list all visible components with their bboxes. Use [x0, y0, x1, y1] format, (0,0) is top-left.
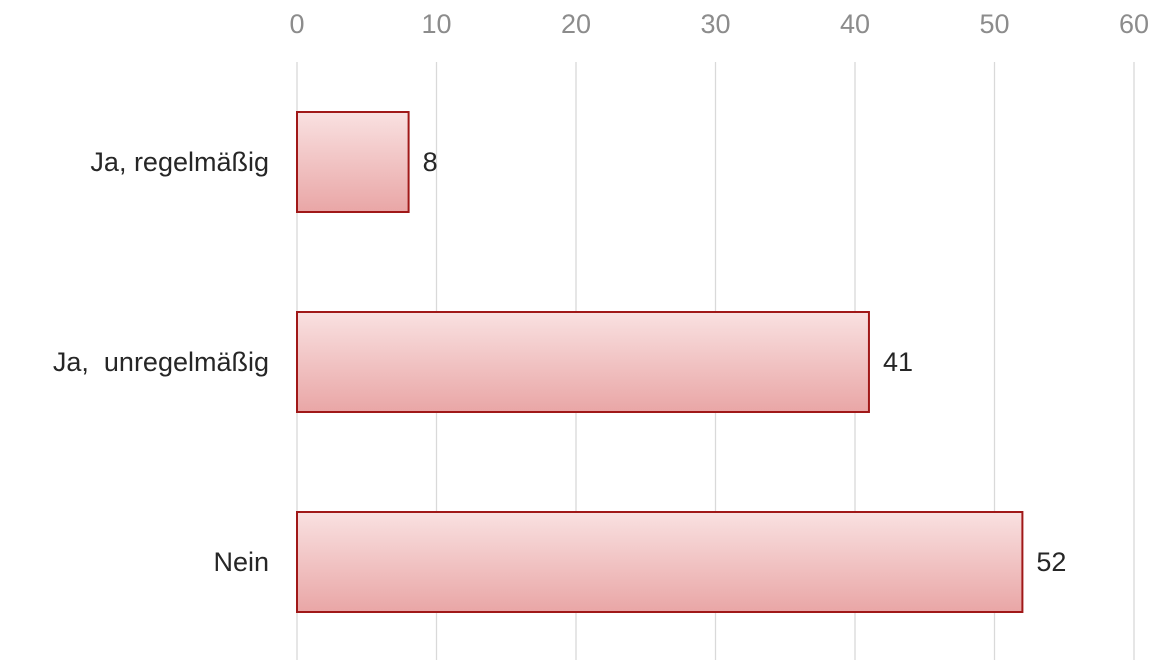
data-label: 8 [423, 147, 438, 177]
x-axis-tick-labels: 0 10 20 30 40 50 60 [289, 9, 1149, 39]
data-label: 52 [1036, 547, 1066, 577]
x-tick-label: 20 [561, 9, 591, 39]
x-tick-label: 10 [421, 9, 451, 39]
category-label: Ja, unregelmäßig [53, 347, 269, 377]
x-tick-label: 40 [840, 9, 870, 39]
category-label: Nein [213, 547, 269, 577]
data-labels: 8 41 52 [423, 147, 1067, 577]
category-label: Ja, regelmäßig [90, 147, 269, 177]
bar [296, 511, 1024, 613]
bars [296, 111, 1024, 613]
x-tick-label: 60 [1119, 9, 1149, 39]
x-tick-label: 50 [979, 9, 1009, 39]
x-tick-label: 30 [700, 9, 730, 39]
data-label: 41 [883, 347, 913, 377]
category-labels: Ja, regelmäßig Ja, unregelmäßig Nein [53, 147, 269, 577]
x-tick-label: 0 [289, 9, 304, 39]
bar [296, 311, 870, 413]
bar [296, 111, 410, 213]
